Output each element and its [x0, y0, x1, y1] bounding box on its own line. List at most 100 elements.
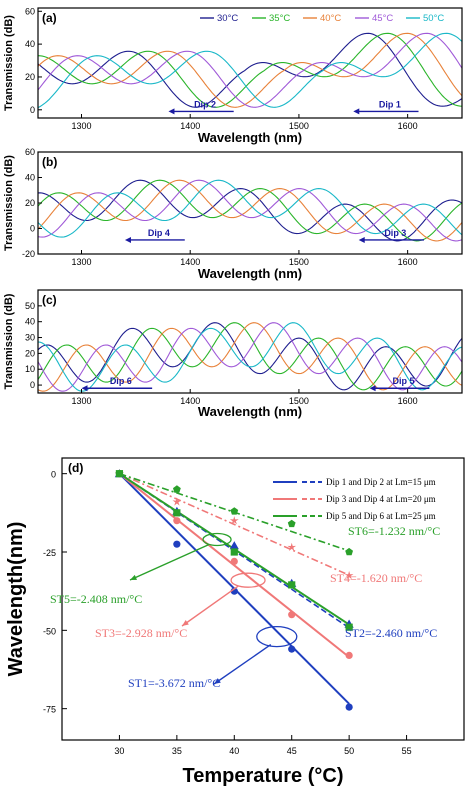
data-point: [287, 542, 297, 551]
x-tick-label: 1300: [71, 121, 91, 131]
spectrum-panel: 1300 1400 1500 1600 0 10 20 30 40 50 Wavelength (n…: [3, 289, 463, 419]
legend-label: 45°C: [372, 13, 393, 24]
panel-label: (b): [42, 155, 57, 169]
slope-annotation: ST6=-1.232 nm/°C: [348, 524, 440, 538]
x-tick-label: 1500: [289, 121, 309, 131]
panel-label: (d): [68, 461, 83, 475]
y-axis-label: Transmission (dB): [3, 155, 15, 251]
data-point: [229, 516, 239, 525]
dip-label: Dip 5: [392, 376, 414, 386]
spectrum-line: [38, 322, 462, 392]
highlight-ellipse: [202, 532, 232, 547]
x-tick-label: 1300: [71, 396, 91, 406]
y-tick-label: 10: [25, 364, 35, 374]
y-tick-label: -25: [43, 548, 56, 558]
spectrum-line: [38, 322, 462, 391]
spectrum-line: [38, 32, 462, 109]
y-axis-label: Transmission (dB): [3, 293, 15, 389]
data-point: [288, 645, 296, 653]
dip-arrowhead: [168, 108, 175, 115]
panel-label: (a): [42, 11, 57, 25]
x-tick-label: 55: [402, 746, 412, 756]
annotation-arrowhead: [214, 678, 221, 684]
y-tick-label: 0: [30, 380, 35, 390]
data-point: [172, 497, 182, 506]
y-tick-label: 40: [25, 39, 35, 49]
x-tick-label: 45: [287, 746, 297, 756]
dip-arrowhead: [369, 385, 376, 392]
spectrum-line: [38, 179, 462, 242]
y-tick-label: 50: [25, 301, 35, 311]
y-tick-label: 0: [30, 105, 35, 115]
annotation-arrow: [129, 543, 210, 581]
data-point: [287, 519, 296, 528]
y-axis-label: Wavelength(nm): [5, 522, 27, 677]
y-axis-label: Transmission (dB): [3, 15, 15, 111]
highlight-ellipse: [230, 572, 266, 588]
annotation-arrow: [181, 585, 239, 627]
y-tick-label: 0: [30, 224, 35, 234]
x-axis-label: Wavelength (nm): [198, 130, 302, 145]
x-tick-label: 30: [114, 746, 124, 756]
x-tick-label: 1400: [180, 257, 200, 267]
data-point: [173, 509, 181, 517]
dip-label: Dip 3: [384, 228, 406, 238]
legend-label: 40°C: [320, 13, 341, 24]
spectrum-line: [38, 322, 462, 391]
plot-frame: [37, 151, 463, 255]
spectrum-line: [38, 179, 462, 242]
x-tick-label: 35: [172, 746, 182, 756]
legend-label: Dip 1 and Dip 2 at Lm=15 μm: [326, 477, 436, 487]
dip-arrowhead: [81, 385, 88, 392]
dip-arrowhead: [353, 108, 360, 115]
plot-frame: [61, 457, 465, 741]
y-tick-label: 20: [25, 72, 35, 82]
dip-label: Dip 2: [194, 99, 216, 109]
slope-annotation: ST5=-2.408 nm/°C: [50, 592, 142, 606]
data-point: [173, 485, 181, 493]
spectrum-line: [38, 179, 462, 238]
x-tick-label: 40: [229, 746, 239, 756]
spectrum-line: [38, 179, 462, 242]
slope-annotation: ST2=-2.460 nm/°C: [345, 626, 437, 640]
plot-frame: [37, 289, 463, 394]
x-tick-label: 1500: [289, 396, 309, 406]
annotation-arrowhead: [130, 574, 137, 580]
slope-annotation: ST3=-2.928 nm/°C: [95, 626, 187, 640]
annotation-arrow: [213, 644, 272, 685]
x-tick-label: 1600: [398, 396, 418, 406]
y-tick-label: 0: [51, 470, 56, 480]
y-tick-label: 20: [25, 348, 35, 358]
x-tick-label: 1400: [180, 396, 200, 406]
panel-label: (c): [42, 293, 57, 307]
spectrum-line: [38, 32, 462, 108]
data-point: [344, 570, 354, 580]
data-point: [345, 651, 353, 660]
dip-arrowhead: [358, 236, 365, 243]
plot-frame: [37, 7, 463, 119]
legend-label: Dip 5 and Dip 6 at Lm=25 μm: [326, 511, 436, 521]
x-tick-label: 50: [344, 746, 354, 756]
dip-arrowhead: [124, 236, 131, 243]
y-tick-label: -20: [22, 249, 35, 259]
data-point: [230, 557, 238, 566]
dip-label: Dip 6: [110, 376, 132, 386]
spectrum-line: [38, 32, 462, 108]
data-point: [230, 548, 238, 556]
data-point: [173, 540, 181, 548]
data-point: [173, 517, 181, 525]
data-point: [345, 703, 353, 711]
temperature-panel: 30 35 40 45 50 55 0 -25 -50 -75 Temperature (°C) Wa…: [5, 457, 465, 787]
fit-line: [119, 472, 350, 576]
slope-annotation: ST4=-1.620 nm/°C: [330, 571, 422, 585]
legend-label: 35°C: [269, 13, 290, 24]
slope-annotation: ST1=-3.672 nm/°C: [128, 676, 220, 690]
x-axis-label: Wavelength (nm): [198, 266, 302, 281]
dip-label: Dip 4: [148, 228, 170, 238]
data-point: [115, 469, 124, 477]
x-axis-label: Temperature (°C): [183, 765, 344, 787]
data-point: [229, 541, 239, 550]
x-tick-label: 1500: [289, 257, 309, 267]
data-point: [345, 547, 353, 556]
